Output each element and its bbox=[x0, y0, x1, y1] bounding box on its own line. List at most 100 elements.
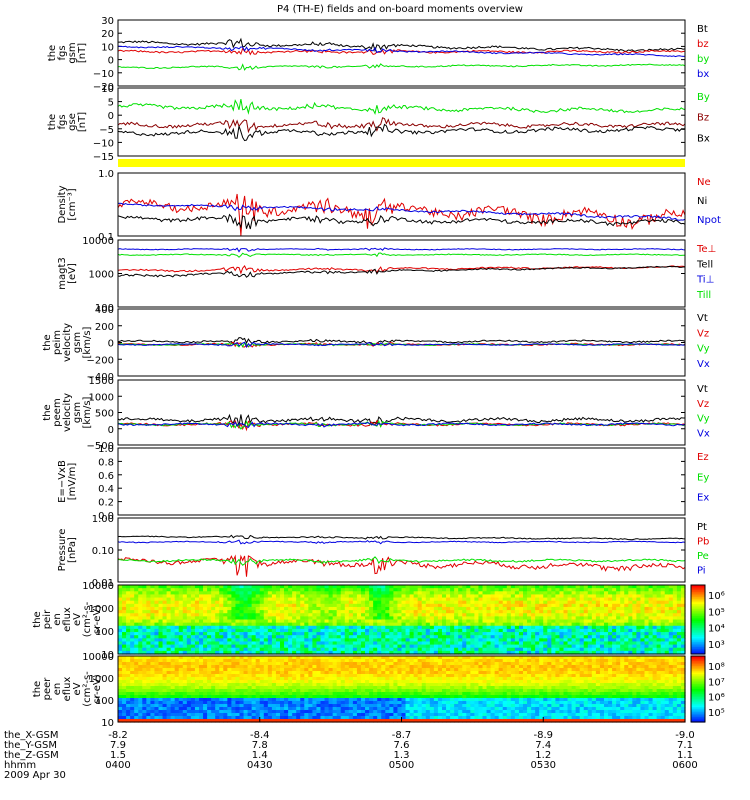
spectrogram-cell bbox=[134, 656, 139, 660]
spectrogram-cell bbox=[174, 695, 180, 699]
spectrogram-cell bbox=[259, 695, 265, 699]
spectrogram-cell bbox=[275, 680, 281, 684]
spectrogram-cell bbox=[251, 606, 257, 611]
spectrogram-cell bbox=[126, 588, 131, 592]
spectrogram-cell bbox=[656, 647, 662, 652]
spectrogram-cell bbox=[523, 591, 528, 596]
spectrogram-cell bbox=[162, 671, 168, 675]
spectrogram-cell bbox=[672, 628, 678, 633]
spectrogram-cell bbox=[490, 644, 496, 649]
spectrogram-cell bbox=[263, 707, 269, 711]
spectrogram-cell bbox=[284, 710, 289, 714]
spectrogram-cell bbox=[369, 644, 374, 649]
spectrogram-cell bbox=[300, 600, 305, 605]
spectrogram-cell bbox=[324, 603, 330, 608]
spectrogram-cell bbox=[490, 622, 496, 627]
spectrogram-cell bbox=[235, 628, 241, 633]
spectrogram-cell bbox=[130, 603, 135, 608]
spectrogram-cell bbox=[150, 701, 156, 705]
spectrogram-cell bbox=[502, 619, 508, 624]
spectrogram-cell bbox=[433, 644, 439, 649]
spectrogram-cell bbox=[288, 680, 293, 684]
spectrogram-cell bbox=[644, 644, 650, 649]
ytick-label: 1000 bbox=[89, 392, 114, 403]
spectrogram-cell bbox=[126, 628, 131, 633]
spectrogram-cell bbox=[122, 671, 127, 675]
spectrogram-cell bbox=[251, 641, 257, 646]
spectrogram-cell bbox=[389, 692, 394, 696]
spectrogram-cell bbox=[652, 600, 658, 605]
spectrogram-cell bbox=[275, 686, 281, 690]
colorbar-cell bbox=[691, 605, 705, 609]
spectrogram-cell bbox=[616, 585, 621, 589]
spectrogram-cell bbox=[126, 680, 131, 684]
spectrogram-cell bbox=[531, 591, 536, 596]
spectrogram-cell bbox=[344, 719, 350, 723]
spectrogram-cell bbox=[162, 680, 168, 684]
spectrogram-cell bbox=[567, 588, 573, 592]
spectrogram-cell bbox=[134, 619, 139, 624]
spectrogram-cell bbox=[344, 698, 350, 702]
spectrogram-cell bbox=[162, 707, 168, 711]
spectrogram-cell bbox=[336, 656, 342, 660]
spectrogram-cell bbox=[409, 665, 415, 669]
spectrogram-cell bbox=[118, 625, 123, 630]
spectrogram-cell bbox=[369, 606, 374, 611]
spectrogram-cell bbox=[365, 674, 370, 678]
spectrogram-cell bbox=[304, 656, 309, 660]
spectrogram-cell bbox=[413, 656, 419, 660]
spectrogram-cell bbox=[385, 638, 390, 643]
spectrogram-cell bbox=[231, 680, 237, 684]
spectrogram-cell bbox=[393, 680, 399, 684]
spectrogram-cell bbox=[267, 686, 273, 690]
spectrogram-cell bbox=[478, 585, 484, 589]
spectrogram-cell bbox=[316, 686, 322, 690]
spectrogram-cell bbox=[251, 635, 257, 639]
spectrogram-cell bbox=[620, 625, 625, 630]
spectrogram-cell bbox=[300, 610, 305, 614]
spectrogram-cell bbox=[551, 650, 556, 655]
spectrogram-cell bbox=[324, 588, 330, 592]
spectrogram-cell bbox=[304, 710, 309, 714]
spectrogram-cell bbox=[275, 610, 281, 614]
spectrogram-cell bbox=[340, 692, 346, 696]
series-line-0 bbox=[118, 37, 686, 53]
spectrogram-cell bbox=[316, 641, 322, 646]
spectrogram-cell bbox=[292, 628, 297, 633]
spectrogram-cell bbox=[211, 665, 216, 669]
spectrogram-cell bbox=[348, 668, 354, 672]
spectrogram-cell bbox=[632, 585, 637, 589]
spectrogram-cell bbox=[138, 591, 143, 596]
spectrogram-cell bbox=[194, 585, 200, 589]
spectrogram-cell bbox=[413, 597, 419, 602]
spectrogram-cell bbox=[377, 665, 382, 669]
spectrogram-cell bbox=[247, 695, 253, 699]
spectrogram-cell bbox=[215, 710, 220, 714]
spectrogram-cell bbox=[259, 680, 265, 684]
spectrogram-cell bbox=[369, 665, 374, 669]
spectrogram-cell bbox=[174, 638, 180, 643]
spectrogram-cell bbox=[247, 632, 253, 636]
spectrogram-cell bbox=[174, 594, 180, 599]
spectrogram-cell bbox=[409, 719, 415, 723]
spectrogram-cell bbox=[567, 610, 573, 614]
spectrogram-cell bbox=[126, 585, 131, 589]
spectrogram-cell bbox=[166, 704, 172, 708]
spectrogram-cell bbox=[182, 603, 188, 608]
spectrogram-cell bbox=[425, 638, 431, 643]
spectrogram-cell bbox=[401, 594, 407, 599]
spectrogram-cell bbox=[219, 650, 224, 655]
spectrogram-cell bbox=[146, 719, 151, 723]
colorbar-tick: 10³ bbox=[708, 640, 725, 651]
spectrogram-cell bbox=[308, 594, 313, 599]
spectrogram-cell bbox=[381, 616, 386, 621]
spectrogram-cell bbox=[122, 597, 127, 602]
spectrogram-cell bbox=[211, 594, 216, 599]
spectrogram-cell bbox=[405, 632, 411, 636]
spectrogram-cell bbox=[275, 659, 281, 663]
spectrogram-cell bbox=[122, 632, 127, 636]
spectrogram-cell bbox=[595, 594, 601, 599]
spectrogram-cell bbox=[186, 616, 192, 621]
spectrogram-cell bbox=[304, 680, 309, 684]
spectrogram-cell bbox=[551, 622, 556, 627]
